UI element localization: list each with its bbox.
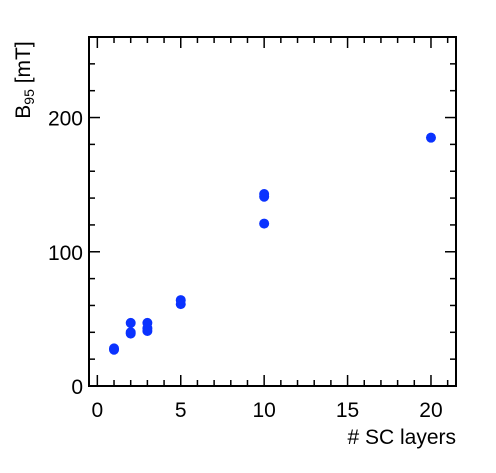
data-point — [125, 327, 136, 338]
data-point — [259, 218, 270, 229]
data-point — [125, 317, 136, 328]
y-tick-label: 200 — [48, 108, 83, 131]
x-tick-label: 0 — [91, 399, 103, 422]
y-axis-label-subscript: 95 — [21, 89, 37, 105]
data-point — [259, 189, 270, 200]
y-axis-label-unit: [mT] — [12, 41, 35, 89]
y-tick-label: 0 — [71, 376, 83, 399]
x-tick-label: 10 — [252, 399, 275, 422]
y-axis-label: B95 [mT] — [12, 41, 37, 118]
data-point — [142, 317, 153, 328]
data-point — [425, 132, 436, 143]
x-axis-label: # SC layers — [347, 426, 456, 449]
x-tick-label: 15 — [336, 399, 359, 422]
data-points — [109, 132, 436, 355]
data-point — [175, 295, 186, 306]
data-point — [109, 343, 120, 354]
x-tick-label: 20 — [419, 399, 442, 422]
plot-frame — [88, 36, 457, 387]
y-tick-label: 100 — [48, 242, 83, 265]
x-tick-label: 5 — [175, 399, 187, 422]
y-axis-label-base: B — [12, 105, 35, 119]
